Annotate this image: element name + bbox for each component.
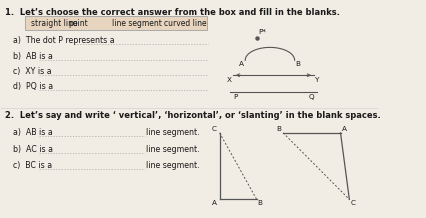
Text: C: C bbox=[211, 126, 216, 132]
Text: A: A bbox=[342, 126, 346, 132]
Text: b)  AC is a: b) AC is a bbox=[13, 145, 53, 154]
Text: Y: Y bbox=[314, 77, 319, 83]
Text: c)  XY is a: c) XY is a bbox=[13, 67, 52, 76]
Text: c)  BC is a: c) BC is a bbox=[13, 161, 52, 170]
Text: P*: P* bbox=[258, 29, 266, 36]
Text: line segment: line segment bbox=[112, 19, 161, 27]
Text: a)  AB is a: a) AB is a bbox=[13, 128, 53, 137]
Text: 1.  Let’s choose the correct answer from the box and fill in the blanks.: 1. Let’s choose the correct answer from … bbox=[5, 8, 339, 17]
Text: B: B bbox=[295, 61, 300, 67]
Text: 2.  Let’s say and write ‘ vertical’, ‘horizontal’, or ‘slanting’ in the blank sp: 2. Let’s say and write ‘ vertical’, ‘hor… bbox=[5, 111, 380, 120]
Text: A: A bbox=[211, 200, 216, 206]
Text: a)  The dot P represents a: a) The dot P represents a bbox=[13, 36, 115, 46]
Text: P: P bbox=[232, 94, 237, 100]
Text: straight line: straight line bbox=[31, 19, 77, 27]
Text: Q: Q bbox=[308, 94, 313, 100]
Text: B: B bbox=[257, 200, 262, 206]
Text: line segment.: line segment. bbox=[146, 161, 199, 170]
Text: C: C bbox=[350, 200, 355, 206]
Text: d)  PQ is a: d) PQ is a bbox=[13, 82, 53, 91]
FancyBboxPatch shape bbox=[25, 16, 206, 30]
Text: line segment.: line segment. bbox=[146, 145, 199, 154]
Text: point: point bbox=[69, 19, 88, 27]
Text: B: B bbox=[276, 126, 281, 132]
Text: line segment.: line segment. bbox=[146, 128, 199, 137]
Text: curved line: curved line bbox=[164, 19, 206, 27]
Text: A: A bbox=[239, 61, 244, 67]
Text: b)  AB is a: b) AB is a bbox=[13, 52, 53, 61]
Text: X: X bbox=[227, 77, 231, 83]
